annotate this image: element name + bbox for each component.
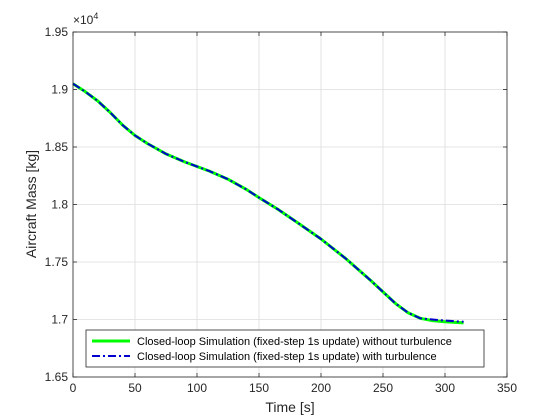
y-tick-label: 1.65: [45, 370, 69, 384]
y-tick-label: 1.8: [51, 198, 68, 212]
x-tick-label: 200: [311, 381, 331, 395]
y-tick-label: 1.95: [45, 25, 69, 39]
x-axis-label: Time [s]: [265, 399, 314, 415]
ticks: 0 50 100 150 200 250 300 350 1.65 1.7 1.75 1.8 1.85 1…: [45, 25, 518, 395]
x-tick-label: 300: [435, 381, 455, 395]
x-tick-label: 50: [128, 381, 142, 395]
series-lines: [72, 82, 464, 325]
y-tick-label: 1.75: [45, 255, 69, 269]
x-tick-label: 100: [187, 381, 207, 395]
y-tick-label: 1.9: [51, 83, 68, 97]
x-tick-label: 250: [373, 381, 393, 395]
y-tick-label: 1.7: [51, 313, 68, 327]
y-tick-label: 1.85: [45, 140, 69, 154]
x-tick-label: 150: [249, 381, 269, 395]
legend-label-without-turbulence: Closed-loop Simulation (fixed-step 1s up…: [137, 336, 452, 348]
legend[interactable]: Closed-loop Simulation (fixed-step 1s up…: [85, 329, 485, 368]
legend-box: [85, 329, 485, 368]
y-exponent-power: 4: [93, 11, 98, 21]
y-exponent-label: ×104: [73, 11, 98, 27]
legend-label-with-turbulence: Closed-loop Simulation (fixed-step 1s up…: [137, 351, 437, 363]
x-tick-label: 350: [497, 381, 517, 395]
x-tick-label: 0: [70, 381, 77, 395]
series-line-with-turbulence: [72, 82, 464, 323]
y-axis-label: Aircraft Mass [kg]: [23, 150, 39, 258]
